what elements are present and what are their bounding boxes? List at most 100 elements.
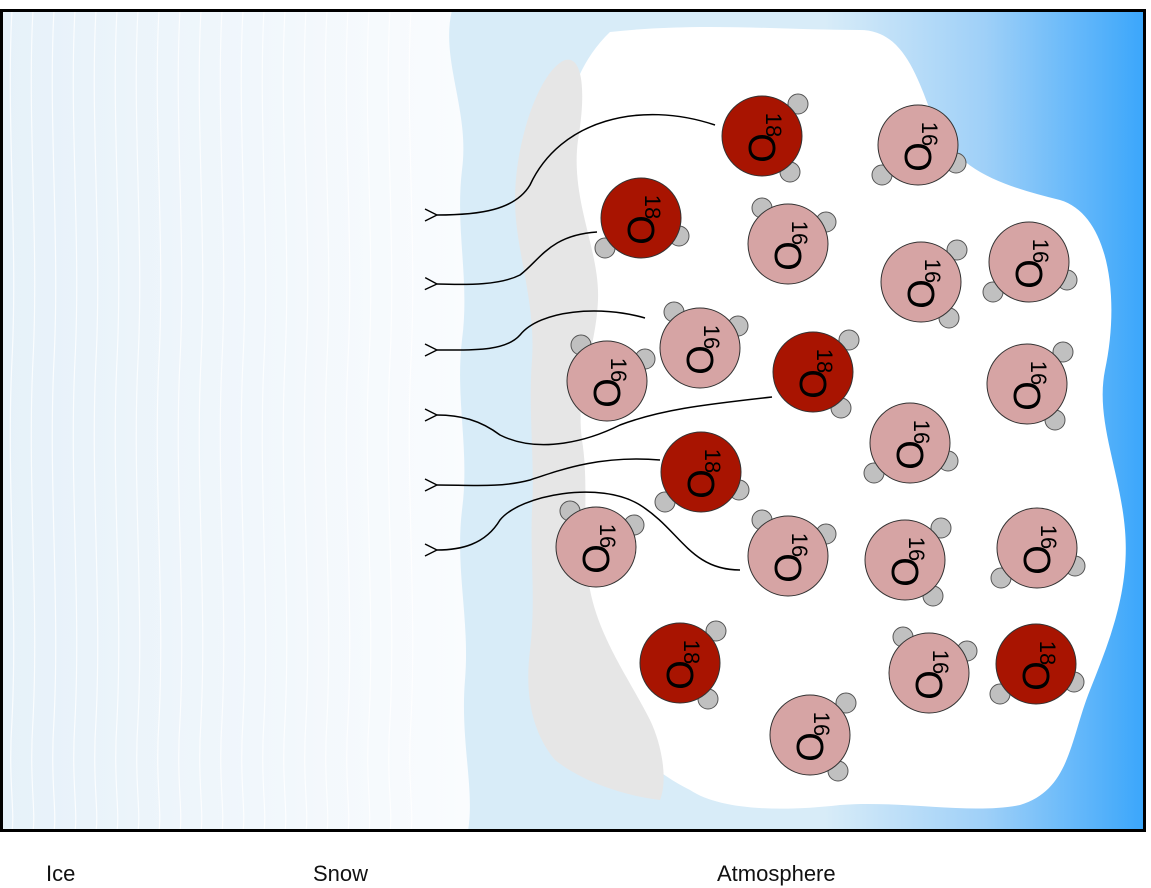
oxygen-16-molecule: 16O (659, 301, 749, 389)
ice-layer-line (198, 10, 204, 831)
isotope-label: 16O (678, 325, 724, 375)
deposition-arrows (437, 113, 773, 571)
oxygen-18-molecule: 18O (639, 620, 727, 710)
oxygen-atom (877, 104, 959, 186)
oxygen-16-molecule: 16O (769, 692, 857, 782)
oxygen-16-molecule: 16O (888, 626, 978, 714)
oxygen-16-molecule: 16O (555, 500, 645, 588)
oxygen-16-molecule: 16O (880, 239, 968, 329)
hydrogen-atom (705, 620, 727, 642)
oxygen-atom (660, 431, 742, 513)
oxygen-atom (639, 622, 721, 704)
isotope-label: 16O (585, 358, 631, 408)
oxygen-16-molecule: 16O (871, 104, 967, 186)
isotope-label: 16O (896, 122, 942, 172)
isotope-label: 16O (574, 524, 620, 574)
oxygen-atom (988, 221, 1070, 303)
oxygen-18-molecule: 18O (721, 93, 809, 183)
oxygen-16-molecule: 16O (747, 197, 837, 285)
oxygen-18-molecule: 18O (772, 329, 860, 419)
oxygen-atom (769, 694, 851, 776)
snow-label: Snow (313, 861, 369, 886)
ice-layer-line (366, 10, 372, 831)
isotope-label: 16O (883, 537, 929, 587)
isotope-label: 18O (740, 113, 786, 163)
atmosphere-label: Atmosphere (717, 861, 836, 886)
hydrogen-atom (946, 239, 968, 261)
deposition-arrow (437, 458, 661, 486)
oxygen-16-molecule: 16O (990, 507, 1086, 589)
ice-layer-line (345, 10, 351, 831)
oxygen-atom (986, 343, 1068, 425)
isotope-label: 16O (766, 533, 812, 583)
ice-layer-line (387, 10, 393, 831)
ice-layer-line (303, 10, 309, 831)
hydrogen-atom (930, 517, 952, 539)
isotope-label: 16O (766, 221, 812, 271)
oxygen-16-molecule: 16O (566, 334, 656, 422)
oxygen-atom (880, 241, 962, 323)
diagram-frame (0, 9, 1146, 832)
oxygen-atom (772, 331, 854, 413)
oxygen-16-molecule: 16O (864, 517, 952, 607)
oxygen-16-molecule: 16O (863, 402, 959, 484)
isotope-label: 18O (658, 640, 704, 690)
oxygen-atom (566, 340, 648, 422)
oxygen-18-molecule: 18O (654, 431, 750, 513)
oxygen-atom (995, 623, 1077, 705)
oxygen-atom (555, 506, 637, 588)
isotope-label: 16O (1007, 239, 1053, 289)
oxygen-16-molecule: 16O (982, 221, 1078, 303)
oxygen-atom (864, 519, 946, 601)
deposition-arrow (437, 113, 716, 215)
oxygen-atom (996, 507, 1078, 589)
oxygen-atom (721, 95, 803, 177)
hydrogen-atom (1052, 341, 1074, 363)
ice-layer-line (240, 10, 246, 831)
oxygen-atom (747, 203, 829, 285)
oxygen-atom (888, 632, 970, 714)
oxygen-atom (747, 515, 829, 597)
isotope-label: 16O (788, 712, 834, 762)
isotope-label: 18O (1014, 641, 1060, 691)
deposition-arrow (437, 491, 741, 571)
ice-region (0, 10, 470, 831)
hydrogen-atom (835, 692, 857, 714)
ice-layer-line (219, 10, 225, 831)
ice-layer-line (93, 10, 99, 831)
isotope-label: 18O (679, 449, 725, 499)
oxygen-atom (869, 402, 951, 484)
ice-layer-line (72, 10, 78, 831)
isotope-label: 16O (1015, 525, 1061, 575)
ice-layer-line (135, 10, 141, 831)
hydrogen-atom (787, 93, 809, 115)
deposition-arrow (437, 310, 646, 350)
ice-layer-line (51, 10, 57, 831)
oxygen-18-molecule: 18O (989, 623, 1085, 705)
ice-layer-lines (9, 10, 414, 831)
isotope-label: 16O (899, 259, 945, 309)
isotope-label: 18O (619, 195, 665, 245)
ice-layer-line (114, 10, 120, 831)
isotope-label: 16O (1005, 361, 1051, 411)
isotope-label: 16O (888, 420, 934, 470)
isotope-label: 16O (907, 650, 953, 700)
snow-shadow (515, 59, 664, 801)
oxygen-atom (600, 177, 682, 259)
oxygen-16-molecule: 16O (747, 509, 837, 597)
oxygen-16-molecule: 16O (986, 341, 1074, 431)
ice-layer-line (282, 10, 288, 831)
ice-layer-line (324, 10, 330, 831)
ice-label: Ice (46, 861, 76, 886)
oxygen-atom (659, 307, 741, 389)
ice-layer-line (408, 10, 414, 831)
deposition-arrow (437, 231, 598, 284)
hydrogen-atom (838, 329, 860, 351)
isotope-label: 18O (791, 349, 837, 399)
ice-layer-line (9, 10, 15, 831)
ice-layer-line (261, 10, 267, 831)
deposition-arrow (437, 396, 773, 446)
oxygen-18-molecule: 18O (594, 177, 690, 259)
molecules-layer: 18O 18O 16O 18O 18O 16O 18O 16O 16O 16O 16O 16O 16O 1… (555, 93, 1086, 782)
